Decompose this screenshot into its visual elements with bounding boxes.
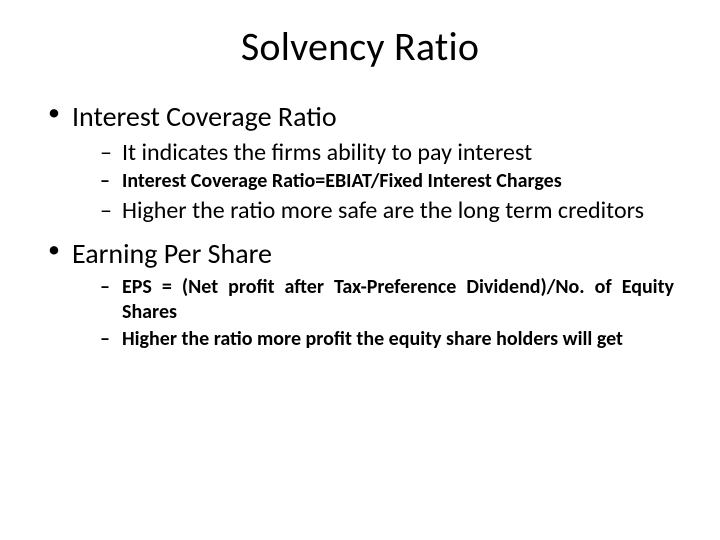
subpoints-interest-coverage: It indicates the firms ability to pay in… — [72, 138, 680, 226]
topic-eps: Earning Per Share EPS = (Net profit afte… — [48, 236, 680, 352]
topic-heading: Interest Coverage Ratio — [72, 99, 337, 134]
subpoint-text: It indicates the firms ability to pay in… — [122, 138, 532, 167]
subpoint-text: EPS = (Net profit after Tax-Preference D… — [122, 275, 674, 324]
subpoint: It indicates the firms ability to pay in… — [100, 138, 680, 167]
slide-title: Solvency Ratio — [40, 22, 680, 71]
subpoint: Higher the ratio more safe are the long … — [100, 196, 680, 225]
subpoint-text: Higher the ratio more safe are the long … — [122, 196, 644, 225]
subpoints-eps: EPS = (Net profit after Tax-Preference D… — [72, 275, 680, 352]
subpoint-text: Higher the ratio more profit the equity … — [122, 327, 623, 351]
topic-interest-coverage: Interest Coverage Ratio It indicates the… — [48, 99, 680, 226]
subpoint: Higher the ratio more profit the equity … — [100, 327, 680, 352]
subpoint: EPS = (Net profit after Tax-Preference D… — [100, 275, 680, 325]
topic-heading: Earning Per Share — [72, 236, 272, 271]
subpoint-text: Interest Coverage Ratio=EBIAT/Fixed Inte… — [122, 169, 562, 193]
bullet-list-level1: Interest Coverage Ratio It indicates the… — [40, 99, 680, 352]
slide-container: Solvency Ratio Interest Coverage Ratio I… — [0, 0, 720, 540]
subpoint: Interest Coverage Ratio=EBIAT/Fixed Inte… — [100, 169, 680, 194]
